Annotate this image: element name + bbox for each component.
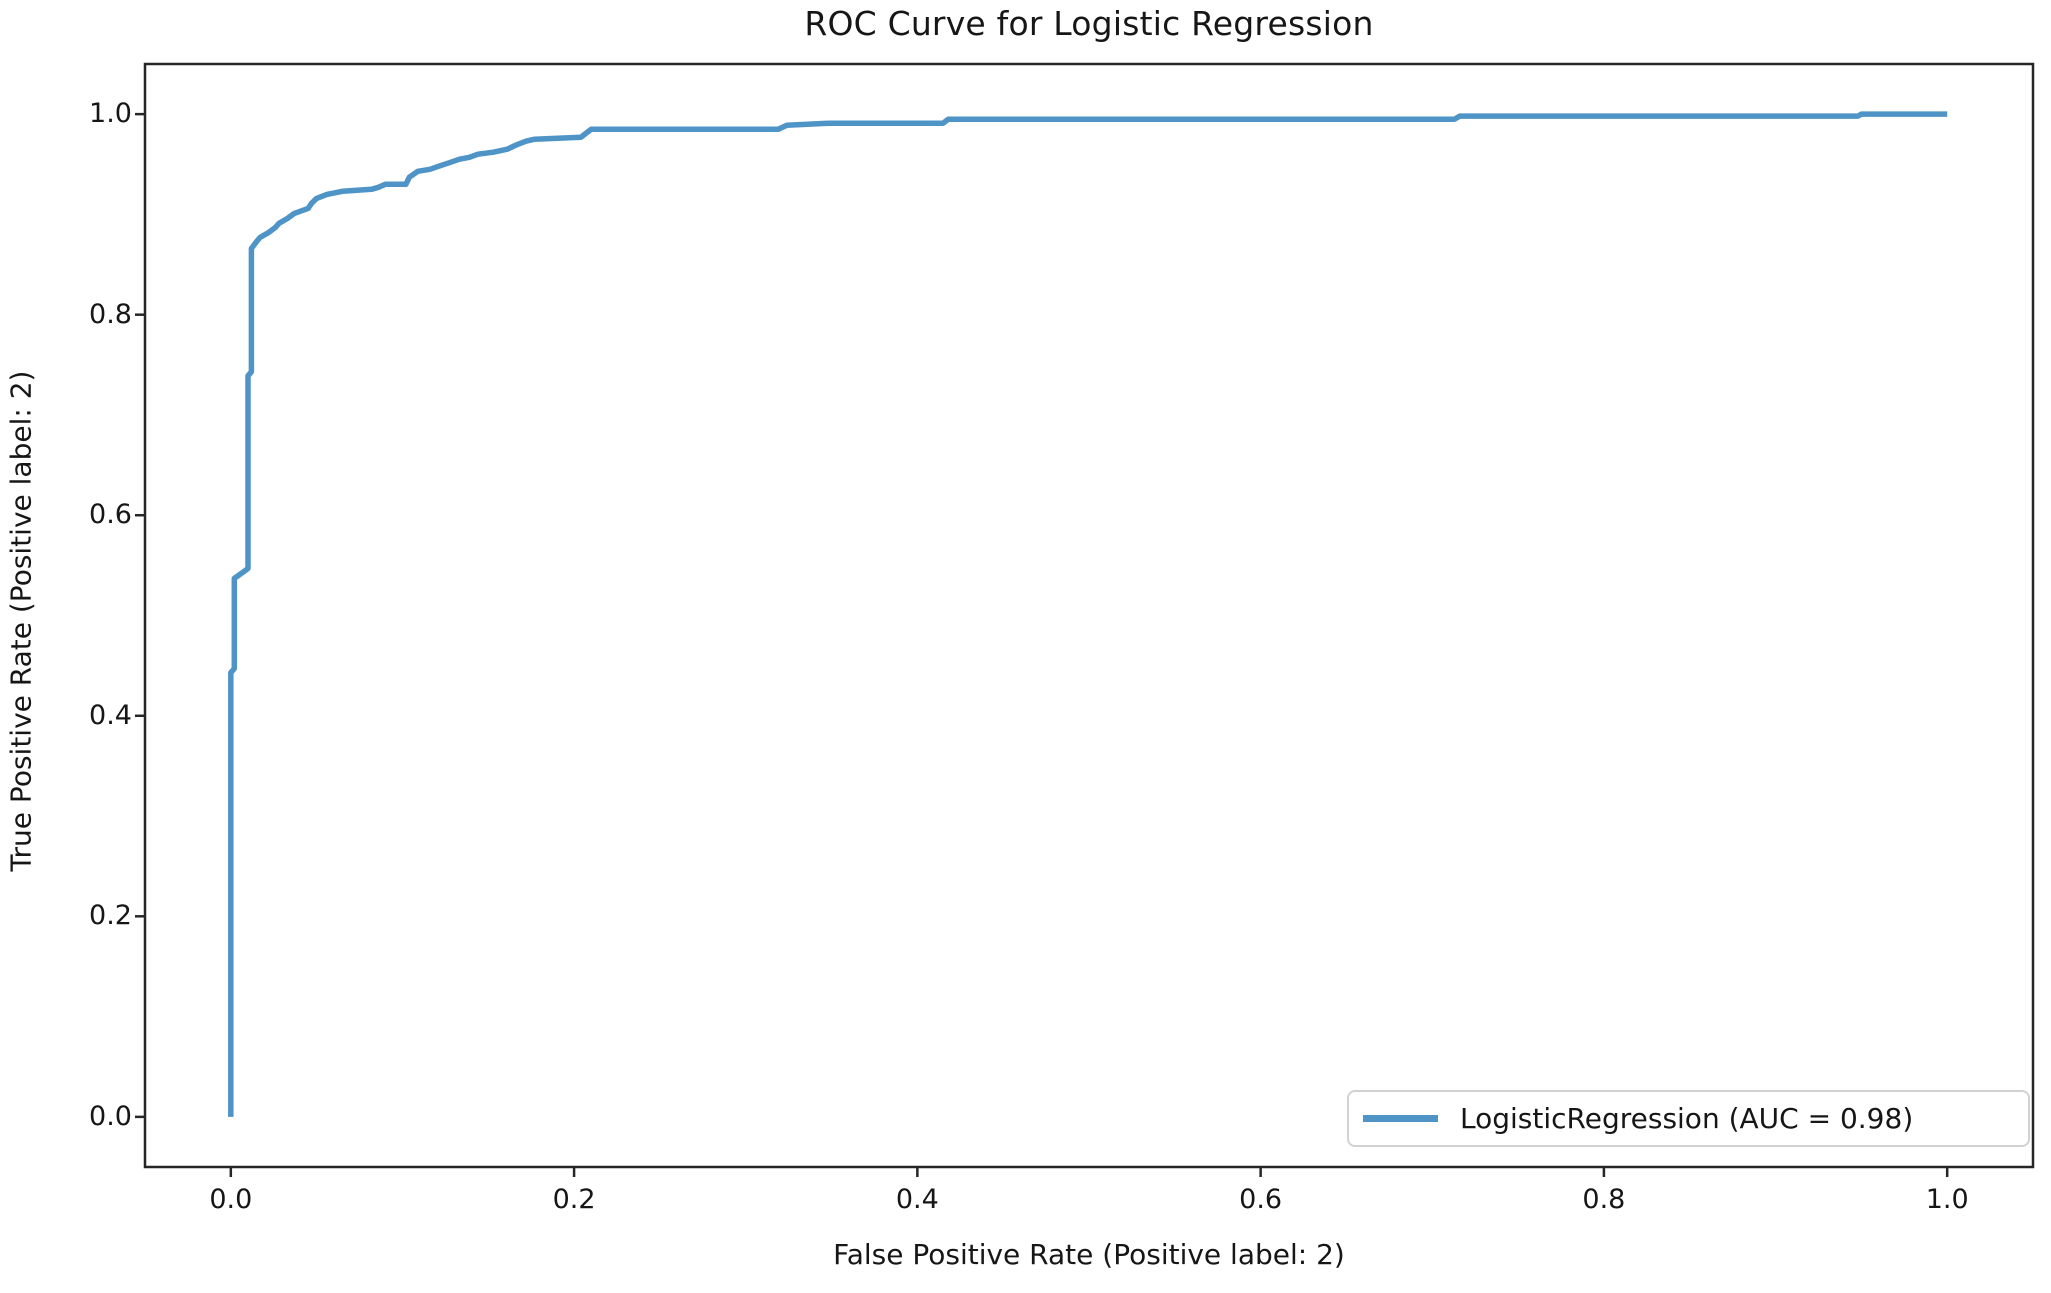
y-axis-label: True Positive Rate (Positive label: 2): [4, 370, 38, 872]
y-tick-label: 0.4: [89, 699, 132, 731]
x-tick-label: 0.0: [209, 1184, 253, 1215]
y-tick-label: 0.2: [89, 900, 132, 932]
legend-line-swatch: [1363, 1115, 1438, 1122]
legend-label: LogisticRegression (AUC = 0.98): [1460, 1102, 1914, 1135]
x-tick-label: 0.8: [1582, 1184, 1626, 1215]
y-tick-label: 0.0: [89, 1100, 132, 1132]
x-tick-label: 0.4: [895, 1184, 939, 1215]
y-tick-label: 0.6: [89, 499, 132, 531]
y-tick-label: 0.8: [89, 298, 132, 330]
roc-curve-line: [228, 111, 1948, 1117]
x-tick-label: 1.0: [1925, 1184, 1969, 1215]
x-axis-label: False Positive Rate (Positive label: 2): [833, 1238, 1345, 1271]
legend: LogisticRegression (AUC = 0.98): [1347, 1090, 2030, 1147]
x-tick-label: 0.6: [1239, 1184, 1283, 1215]
chart-title: ROC Curve for Logistic Regression: [804, 4, 1374, 43]
y-tick-label: 1.0: [89, 98, 132, 130]
axis-tick-marks: [135, 112, 1949, 1177]
x-tick-label: 0.2: [552, 1184, 596, 1215]
axes-frame: [143, 62, 2035, 1169]
roc-curve-group: [228, 111, 1948, 1117]
